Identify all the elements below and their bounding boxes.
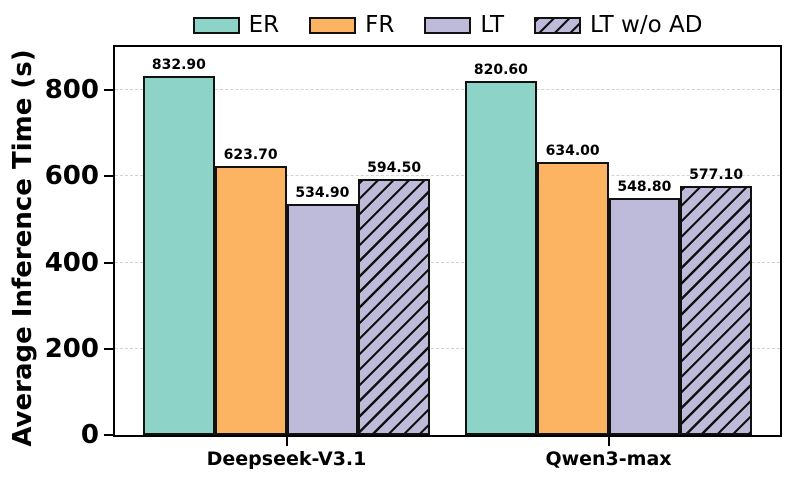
legend-item-lt: LT (424, 11, 505, 38)
legend-swatch-icon (309, 16, 357, 34)
bar-fr (214, 166, 287, 435)
legend-label: FR (365, 11, 395, 38)
y-tick-label: 400 (44, 247, 99, 278)
x-tick-label: Deepseek-V3.1 (206, 448, 367, 470)
x-tick-label: Qwen3-max (545, 448, 672, 470)
legend-item-fr: FR (309, 11, 395, 38)
y-tick-label: 600 (44, 161, 99, 192)
x-tick-mark (285, 437, 288, 446)
bar-er (465, 81, 537, 435)
bar-lt-w-o-ad (358, 178, 430, 435)
bar-er (143, 75, 215, 435)
y-tick-label: 200 (44, 333, 99, 364)
bar-value-label: 577.10 (689, 167, 744, 184)
y-tick-mark (104, 434, 113, 436)
y-tick-mark (104, 89, 113, 92)
bar-value-label: 634.00 (545, 142, 600, 159)
y-tick-mark (104, 175, 113, 178)
bar-lt-w-o-ad (680, 186, 752, 435)
legend-item-er: ER (192, 11, 280, 38)
y-tick-mark (104, 261, 113, 264)
gridline (115, 261, 780, 263)
gridline (115, 175, 780, 177)
legend-label: ER (248, 11, 280, 38)
gridline (115, 89, 780, 91)
legend-swatch-icon (192, 16, 240, 34)
bar-value-label: 548.80 (617, 179, 672, 196)
y-tick-mark (104, 347, 113, 350)
x-tick-mark (607, 437, 610, 446)
y-tick-label: 0 (80, 420, 99, 450)
legend-item-lt-w-o-ad: LT w/o AD (534, 11, 703, 38)
bar-value-label: 594.50 (367, 159, 422, 176)
legend-swatch-icon (534, 16, 582, 34)
plot-area: 832.90 623.70 534.90 594.50 820.60 634.00 548.… (113, 45, 782, 437)
bar-value-label: 820.60 (473, 62, 528, 79)
bar-lt (286, 204, 359, 435)
bar-value-label: 623.70 (223, 147, 278, 164)
legend: ER FR LT LT w/o AD (113, 10, 782, 40)
legend-swatch-icon (424, 16, 472, 34)
bar-value-label: 534.90 (295, 185, 350, 202)
gridline (115, 347, 780, 349)
bar-value-label: 832.90 (151, 56, 206, 73)
y-tick-label: 800 (44, 75, 99, 106)
bar-fr (536, 161, 609, 435)
legend-label: LT w/o AD (590, 11, 703, 38)
bar-lt (608, 198, 681, 435)
legend-label: LT (480, 11, 505, 38)
